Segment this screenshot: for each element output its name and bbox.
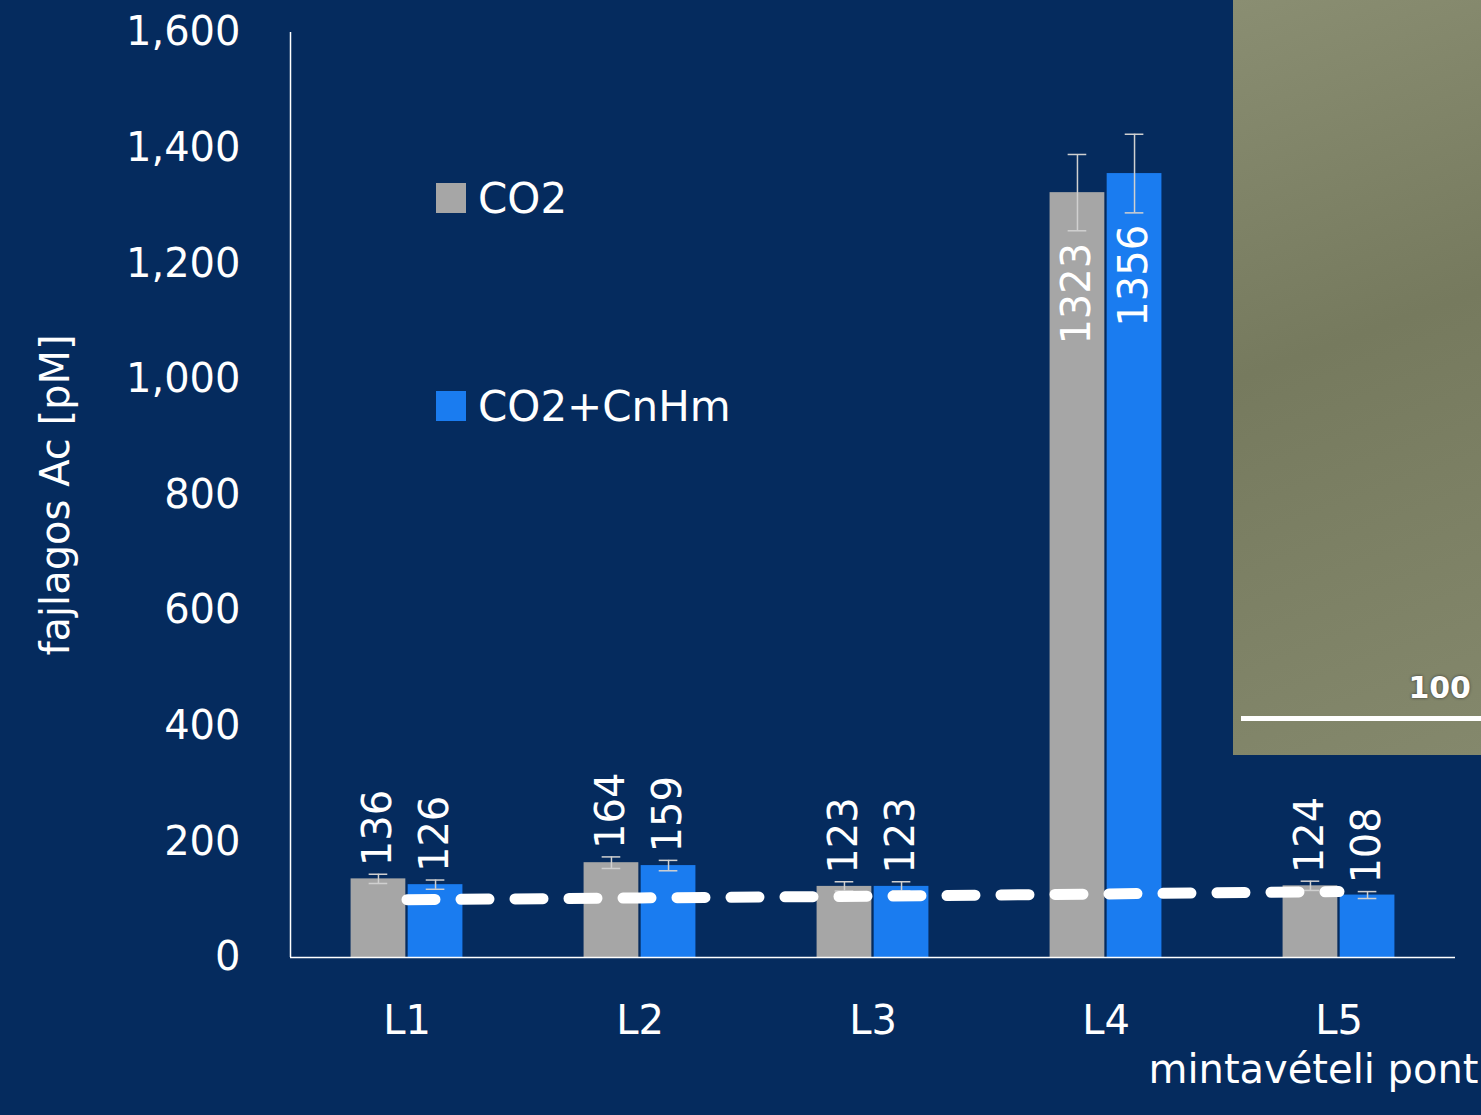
svg-text:800: 800 — [164, 471, 240, 517]
svg-text:mintavételi pont: mintavételi pont — [1148, 1046, 1478, 1092]
svg-text:159: 159 — [644, 776, 690, 852]
svg-text:400: 400 — [164, 702, 240, 748]
svg-text:1,600: 1,600 — [126, 8, 241, 54]
svg-text:fajlagos Ac [pM]: fajlagos Ac [pM] — [32, 334, 78, 655]
svg-text:0: 0 — [215, 933, 240, 979]
svg-text:1356: 1356 — [1110, 225, 1156, 327]
svg-text:124: 124 — [1286, 797, 1332, 873]
html-text:CO2: CO2 — [478, 173, 568, 223]
html-text:CO2+CnHm: CO2+CnHm — [478, 381, 731, 431]
svg-text:1,400: 1,400 — [126, 124, 241, 170]
svg-text:1,000: 1,000 — [126, 355, 241, 401]
svg-text:136: 136 — [354, 790, 400, 866]
svg-text:L4: L4 — [1082, 997, 1130, 1043]
svg-text:126: 126 — [411, 796, 457, 872]
svg-text:1323: 1323 — [1053, 243, 1099, 345]
svg-text:L3: L3 — [849, 997, 897, 1043]
svg-text:1,200: 1,200 — [126, 240, 241, 286]
svg-text:600: 600 — [164, 586, 240, 632]
html-text:100: 100 — [1408, 670, 1471, 705]
svg-text:123: 123 — [820, 797, 866, 873]
svg-text:L1: L1 — [383, 997, 431, 1043]
svg-text:200: 200 — [164, 818, 240, 864]
svg-text:L2: L2 — [616, 997, 664, 1043]
svg-text:164: 164 — [587, 773, 633, 849]
svg-text:L5: L5 — [1315, 997, 1363, 1043]
svg-text:123: 123 — [877, 797, 923, 873]
svg-text:108: 108 — [1343, 807, 1389, 883]
